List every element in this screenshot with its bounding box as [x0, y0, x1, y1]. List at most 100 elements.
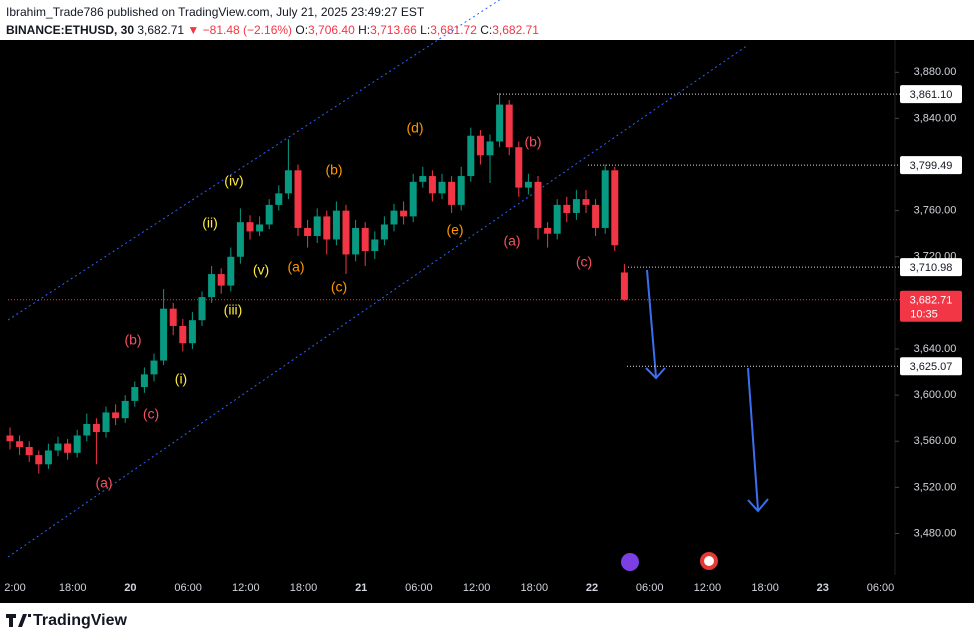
level-label: 3,799.49 — [910, 160, 953, 172]
candle-body — [409, 181, 417, 217]
x-tick-label: 20 — [124, 582, 136, 594]
candle-body — [83, 423, 91, 436]
candle-body — [544, 227, 552, 234]
x-tick-label: 21 — [355, 582, 367, 594]
x-tick-label: 06:00 — [636, 582, 664, 594]
candle-body — [428, 176, 436, 194]
x-tick-label: 06:00 — [174, 582, 202, 594]
candle-body — [35, 455, 43, 465]
candle-body — [438, 181, 446, 194]
channel-upper — [7, 0, 501, 321]
candle-body — [486, 141, 494, 156]
brand: TradingView — [33, 612, 128, 629]
candle-body — [140, 374, 148, 388]
candle-body — [467, 135, 475, 177]
candle-body — [572, 199, 580, 213]
candle-body — [620, 272, 628, 300]
candle-body — [380, 224, 388, 240]
x-tick-label: 06:00 — [867, 582, 895, 594]
candle-body — [217, 274, 225, 286]
price: 3,682.71 — [137, 23, 185, 37]
y-tick-label: 3,560.00 — [914, 435, 957, 447]
candle-body — [371, 239, 379, 252]
event-icon — [621, 552, 718, 571]
candle-body — [169, 308, 177, 326]
candle-body — [227, 256, 235, 286]
wave-label: (b) — [325, 162, 342, 178]
o-label: O: — [295, 23, 309, 37]
candle-body — [611, 170, 619, 246]
y-tick-label: 3,880.00 — [914, 66, 957, 78]
candle-body — [150, 360, 158, 375]
x-tick-label: 06:00 — [405, 582, 433, 594]
x-tick-label: 12:00 — [463, 582, 491, 594]
last-price-label: 3,682.71 — [910, 295, 953, 307]
wave-label: (b) — [124, 332, 141, 348]
last-price-tag — [900, 290, 962, 322]
y-tick-label: 3,840.00 — [914, 112, 957, 124]
candle-body — [524, 181, 532, 188]
candle-body — [198, 297, 206, 321]
wave-label: (iii) — [224, 302, 243, 318]
logo — [6, 614, 31, 627]
y-tick-label: 3,520.00 — [914, 481, 957, 493]
candle-body — [92, 423, 100, 433]
candle-body — [160, 308, 168, 361]
symbol: BINANCE:ETHUSD, 30 — [6, 23, 135, 37]
y-tick-label: 3,640.00 — [914, 343, 957, 355]
wave-label: (a) — [287, 259, 304, 275]
level-tag — [900, 357, 962, 376]
c-label: C: — [480, 23, 493, 37]
x-tick-label: 23 — [817, 582, 829, 594]
candle-body — [563, 204, 571, 213]
candle-body — [515, 147, 523, 188]
candle-body — [236, 222, 244, 257]
candle-body — [496, 104, 504, 142]
wave-label: (iv) — [224, 173, 243, 189]
y-tick-label: 3,480.00 — [914, 527, 957, 539]
candle-body — [304, 227, 312, 237]
wave-label: (d) — [406, 120, 423, 136]
candle-body — [476, 135, 484, 156]
candle-body — [534, 181, 542, 228]
candle-body — [294, 170, 302, 228]
candle-body — [448, 181, 456, 205]
chart-background — [0, 40, 974, 603]
candle-body — [73, 435, 81, 453]
c-value: 3,682.71 — [492, 23, 539, 37]
candle-body — [419, 176, 427, 182]
wave-label: (c) — [143, 406, 159, 422]
candle-body — [313, 216, 321, 237]
wave-label: (b) — [524, 134, 541, 150]
candle-body — [323, 216, 331, 240]
y-tick-label: 3,600.00 — [914, 389, 957, 401]
candle-body — [361, 227, 369, 252]
x-tick-label: 18:00 — [521, 582, 549, 594]
candle-body — [131, 387, 139, 401]
wave-label: (e) — [446, 222, 463, 238]
level-label: 3,710.98 — [910, 262, 953, 274]
candle-body — [246, 222, 254, 232]
wave-label: (v) — [253, 262, 269, 278]
candle-body — [275, 193, 283, 205]
candle-body — [208, 274, 216, 298]
candle-body — [179, 325, 187, 344]
candle-body — [601, 170, 609, 228]
candle-body — [390, 210, 398, 225]
candle-body — [44, 450, 52, 465]
candle-body — [352, 227, 360, 255]
l-label: L: — [420, 23, 431, 37]
level-tag — [900, 85, 962, 104]
candle-body — [256, 224, 264, 232]
level-label: 3,861.10 — [910, 89, 953, 101]
o-value: 3,706.40 — [308, 23, 355, 37]
candle-body — [112, 412, 120, 419]
candle-body — [400, 210, 408, 217]
candle-body — [553, 204, 561, 234]
h-label: H: — [358, 23, 371, 37]
candle-body — [188, 320, 196, 344]
x-tick-label: 18:00 — [290, 582, 318, 594]
wave-label: (c) — [576, 254, 592, 270]
candle-body — [342, 210, 350, 255]
